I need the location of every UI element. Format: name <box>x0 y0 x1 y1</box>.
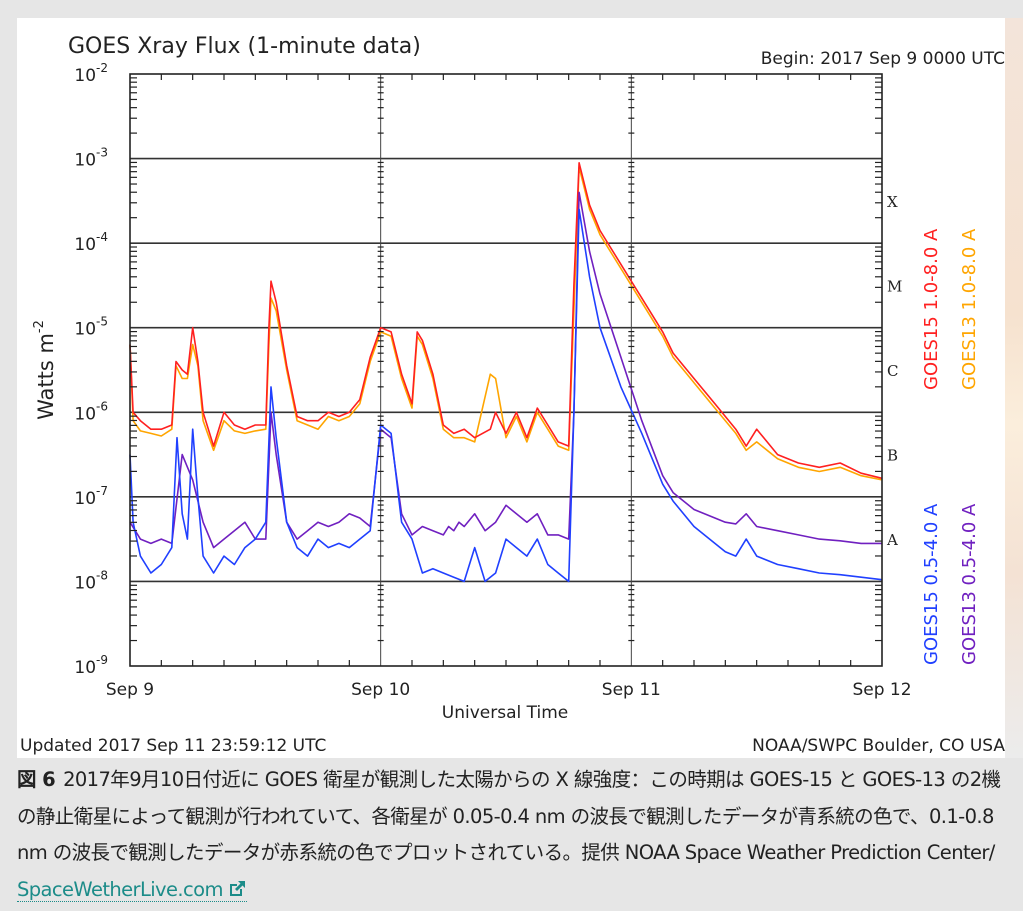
y-axis-label: Watts m-2 <box>32 320 58 420</box>
y-tick-label: 10-9 <box>74 653 108 678</box>
grid <box>130 74 882 666</box>
external-link-icon <box>227 875 247 911</box>
svg-text:Watts m-2: Watts m-2 <box>32 320 58 420</box>
y-tick-label: 10-4 <box>74 230 108 255</box>
flare-class-label: A <box>886 531 898 549</box>
y-tick-base: 10 <box>74 658 96 678</box>
axes <box>130 74 882 666</box>
x-tick-label: Sep 10 <box>351 680 410 700</box>
y-tick-label: 10-6 <box>74 399 108 424</box>
flare-class-label: X <box>887 193 898 211</box>
caption-text: 2017年9月10日付近に GOES 衛星が観測した太陽からの X 線強度：この… <box>17 768 1000 864</box>
series-line <box>130 192 882 547</box>
x-tick-label: Sep 11 <box>602 680 661 700</box>
y-tick-exponent: -6 <box>96 399 108 413</box>
y-tick-exponent: -3 <box>96 146 108 160</box>
legend: GOES15 1.0-8.0 A GOES13 1.0-8.0 A GOES15 0… <box>921 228 980 665</box>
flare-class-label: C <box>887 362 898 380</box>
y-tick-base: 10 <box>74 404 96 424</box>
y-axis-label-text: Watts m <box>34 333 58 420</box>
y-tick-label: 10-8 <box>74 568 108 593</box>
y-tick-base: 10 <box>74 66 96 86</box>
y-tick-label: 10-2 <box>74 61 108 86</box>
legend-item: GOES13 1.0-8.0 A <box>959 228 980 390</box>
flare-class-label: M <box>887 277 902 295</box>
legend-label: GOES15 0.5-4.0 A <box>921 503 942 665</box>
flare-class-label: B <box>887 447 898 465</box>
legend-label: GOES13 1.0-8.0 A <box>959 228 980 390</box>
y-tick-label: 10-7 <box>74 484 108 509</box>
legend-label: GOES13 0.5-4.0 A <box>959 503 980 665</box>
chart-title: GOES Xray Flux (1-minute data) <box>68 34 421 59</box>
plot-frame <box>130 74 882 666</box>
y-tick-exponent: -4 <box>96 230 108 244</box>
y-tick-exponent: -8 <box>96 568 108 582</box>
x-tick-label: Sep 12 <box>852 680 911 700</box>
updated-timestamp: Updated 2017 Sep 11 23:59:12 UTC <box>20 736 326 756</box>
y-axis-label-sup: -2 <box>32 320 47 333</box>
y-tick-exponent: -9 <box>96 653 108 667</box>
y-tick-base: 10 <box>74 151 96 171</box>
legend-label: GOES15 1.0-8.0 A <box>921 228 942 390</box>
legend-item: GOES13 0.5-4.0 A <box>959 503 980 665</box>
y-tick-base: 10 <box>74 235 96 255</box>
y-tick-exponent: -5 <box>96 315 108 329</box>
y-tick-label: 10-5 <box>74 315 108 340</box>
goes-xray-chart: GOES Xray Flux (1-minute data) Begin: 20… <box>0 0 1023 760</box>
y-tick-base: 10 <box>74 320 96 340</box>
x-axis-label: Universal Time <box>442 703 568 723</box>
series-line <box>130 163 882 479</box>
y-tick-exponent: -2 <box>96 61 108 75</box>
data-credit: NOAA/SWPC Boulder, CO USA <box>752 736 1005 756</box>
figure-label: 図 6 <box>17 768 55 791</box>
y-tick-exponent: -7 <box>96 484 108 498</box>
y-tick-base: 10 <box>74 573 96 593</box>
begin-time-label: Begin: 2017 Sep 9 0000 UTC <box>761 49 1005 69</box>
series-lines <box>130 163 882 582</box>
y-tick-base: 10 <box>74 489 96 509</box>
y-tick-labels: 10-210-310-410-510-610-710-810-9 <box>74 61 108 678</box>
x-tick-label: Sep 9 <box>106 680 154 700</box>
source-link-text: SpaceWetherLive.com <box>17 878 223 901</box>
series-line <box>130 209 882 581</box>
legend-item: GOES15 0.5-4.0 A <box>921 503 942 665</box>
legend-item: GOES15 1.0-8.0 A <box>921 228 942 390</box>
y-tick-label: 10-3 <box>74 146 108 171</box>
flare-class-labels: X M C B A <box>886 193 902 549</box>
source-link[interactable]: SpaceWetherLive.com <box>17 878 247 902</box>
x-tick-labels: Sep 9 Sep 10 Sep 11 Sep 12 <box>106 680 912 700</box>
